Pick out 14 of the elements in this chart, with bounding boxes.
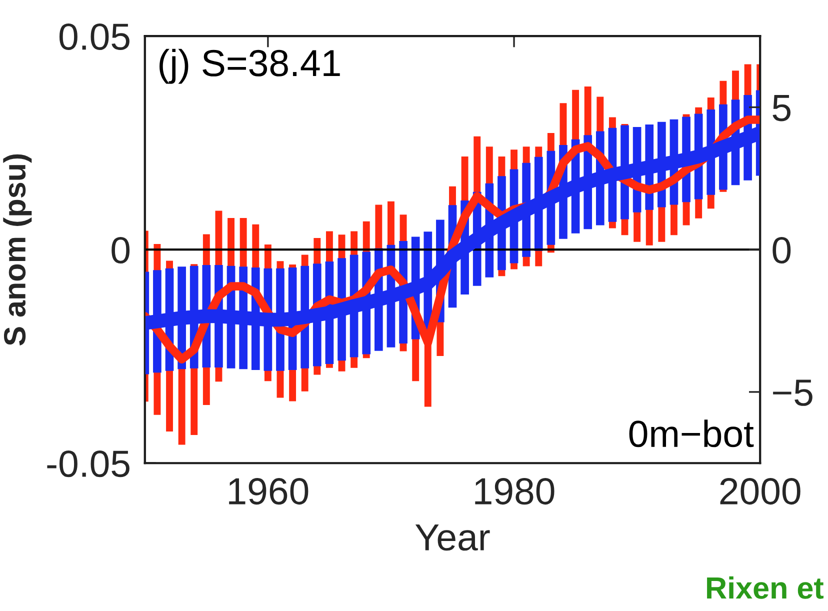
x-tick-label: 1980 — [475, 478, 554, 505]
x-tick-label: 2000 — [720, 478, 800, 505]
x-axis-title: Year — [415, 524, 490, 551]
y2-tick-label: 0 — [772, 236, 791, 264]
y-tick-label: -0.05 — [47, 450, 130, 478]
annotation: 0m−bot — [629, 420, 754, 448]
y-tick-label: 0.05 — [59, 23, 130, 50]
y2-tick-label: −5 — [773, 380, 812, 406]
y2-tick-label: 5 — [772, 95, 790, 122]
annotation: (j) S=38.41 — [160, 48, 340, 84]
x-tick-label: 1960 — [229, 478, 308, 505]
y-tick-label: 0 — [112, 236, 130, 264]
text: Rixen et — [707, 576, 824, 599]
y-axis-title: S anom (psu) — [3, 154, 32, 346]
